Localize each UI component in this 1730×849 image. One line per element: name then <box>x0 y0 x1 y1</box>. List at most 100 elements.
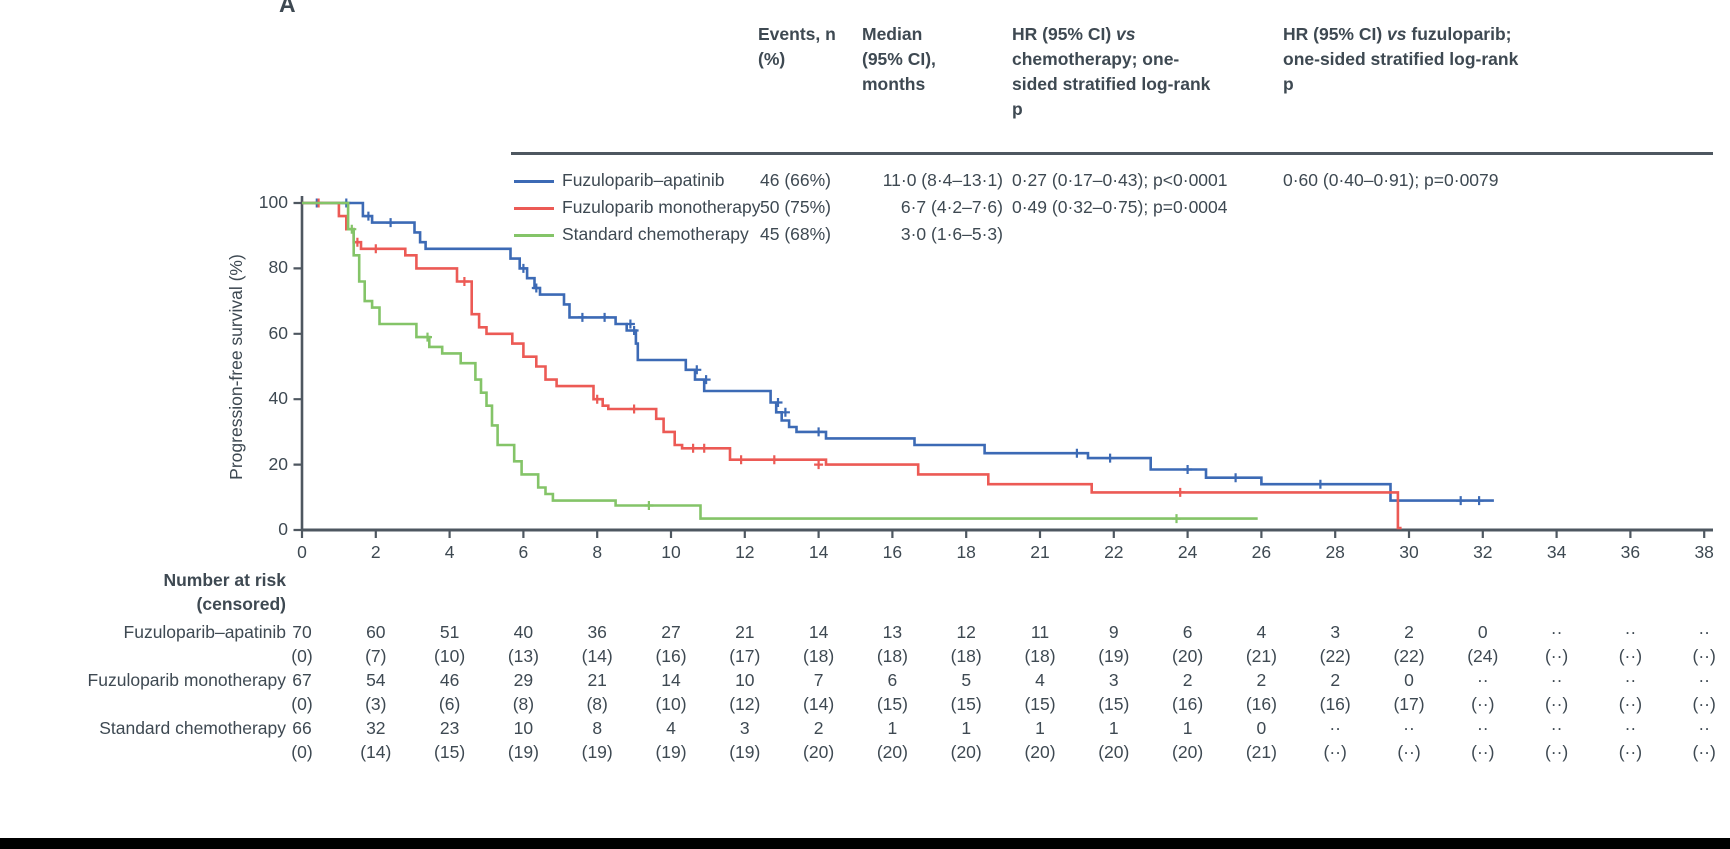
risk-n-cell: 4 <box>1035 670 1045 690</box>
risk-n-cell: 36 <box>587 622 607 642</box>
risk-censored-cell: (19) <box>507 742 539 762</box>
risk-n-cell: 8 <box>592 718 603 738</box>
risk-n-cell: ·· <box>1476 670 1489 690</box>
col-header-events: Events, n (%) <box>758 24 836 69</box>
hr-fuzu-post: fuzuloparib; one-sided stratified log-ra… <box>1283 24 1519 94</box>
hr-fuzu-vs: vs <box>1387 24 1407 44</box>
risk-censored-cell: (22) <box>1319 646 1351 666</box>
bottom-black-bar <box>0 838 1730 849</box>
risk-censored-cell: (18) <box>803 646 835 666</box>
x-tick-label: 38 <box>1694 542 1714 562</box>
risk-n-cell: 2 <box>1330 670 1341 690</box>
censor-marks-green <box>347 224 1181 524</box>
y-axis-label: Progression-free survival (%) <box>226 254 247 480</box>
risk-n-cell: 3 <box>739 718 750 738</box>
legend-line-swatch <box>514 207 554 210</box>
risk-n-cell: 2 <box>813 718 824 738</box>
risk-censored-cell: (14) <box>581 646 613 666</box>
risk-n-cell: 32 <box>366 718 386 738</box>
risk-n-cell: 2 <box>1404 622 1414 642</box>
y-axis-ticks <box>293 201 302 532</box>
x-tick-label: 21 <box>1030 542 1050 562</box>
x-tick-label: 36 <box>1620 542 1641 562</box>
risk-n-cell: 14 <box>661 670 681 690</box>
x-tick-label: 30 <box>1399 542 1419 562</box>
risk-censored-cell: (··) <box>1618 694 1643 714</box>
hr-chemo-post: chemotherapy; one-sided stratified log-r… <box>1012 48 1211 119</box>
risk-censored-cell: (20) <box>1172 742 1204 762</box>
x-tick-label: 10 <box>661 542 681 562</box>
risk-censored-cell: (18) <box>950 646 982 666</box>
x-tick-label: 14 <box>808 542 829 562</box>
risk-censored-cell: (15) <box>950 694 982 714</box>
risk-n-cell: 21 <box>735 622 755 642</box>
col-header-median: Median (95% CI), months <box>862 24 936 94</box>
km-curve-red <box>302 201 1402 530</box>
risk-censored-cell: (12) <box>729 694 761 714</box>
risk-n-cell: ·· <box>1698 718 1711 738</box>
risk-censored-cell: (16) <box>655 646 687 666</box>
risk-censored-cell: (20) <box>803 742 835 762</box>
risk-table-title: Number at risk <box>163 570 286 590</box>
risk-n-cell: 6 <box>1182 622 1193 642</box>
risk-n-cell: 23 <box>439 718 460 738</box>
risk-n-cell: 70 <box>292 622 312 642</box>
legend-series-label: Fuzuloparib monotherapy <box>562 197 761 217</box>
risk-censored-cell: (17) <box>729 646 761 666</box>
risk-censored-cell: (··) <box>1323 742 1347 762</box>
risk-censored-cell: (··) <box>1692 646 1716 666</box>
legend-line-swatch <box>514 234 554 237</box>
risk-n-cell: 12 <box>956 622 976 642</box>
hr-chemo-pre: HR (95% CI) <box>1012 24 1117 44</box>
risk-n-cell: ·· <box>1476 718 1489 738</box>
x-tick-label: 18 <box>956 542 976 562</box>
risk-n-cell: 29 <box>513 670 534 690</box>
risk-n-cell: 51 <box>439 622 460 642</box>
risk-censored-cell: (0) <box>291 694 313 714</box>
y-tick-label: 0 <box>278 519 288 539</box>
risk-censored-cell: (14) <box>360 742 392 762</box>
risk-n-cell: 4 <box>1256 622 1267 642</box>
risk-censored-cell: (0) <box>291 742 313 762</box>
col-header-hr-vs-chemotherapy: HR (95% CI) vs chemotherapy; one-sided s… <box>1012 22 1222 121</box>
risk-censored-cell: (16) <box>1319 694 1351 714</box>
x-tick-label: 12 <box>735 542 755 562</box>
risk-censored-cell: (15) <box>1024 694 1056 714</box>
x-tick-label: 34 <box>1546 542 1567 562</box>
x-tick-label: 16 <box>882 542 903 562</box>
hr-chemo-vs: vs <box>1116 24 1136 44</box>
risk-n-cell: ·· <box>1550 718 1563 738</box>
risk-censored-cell: (19) <box>1098 646 1130 666</box>
y-tick-label: 80 <box>268 257 288 278</box>
legend-median-value: 11·0 (8·4–13·1) <box>882 170 1003 190</box>
legend-series-label: Standard chemotherapy <box>562 224 749 244</box>
legend-row: Fuzuloparib–apatinib 46 (66%) 11·0 (8·4–13… <box>0 170 1730 194</box>
x-tick-label: 28 <box>1325 542 1345 562</box>
risk-censored-cell: (20) <box>876 742 908 762</box>
risk-censored-cell: (19) <box>581 742 613 762</box>
risk-censored-cell: (15) <box>434 742 466 762</box>
risk-censored-cell: (··) <box>1618 646 1643 666</box>
legend-hr-vs-chemo-value: 0·49 (0·32–0·75); p=0·0004 <box>1012 197 1228 217</box>
risk-row-label: Standard chemotherapy <box>99 718 286 738</box>
risk-censored-cell: (18) <box>876 646 908 666</box>
risk-censored-cell: (··) <box>1397 742 1421 762</box>
risk-censored-cell: (··) <box>1544 742 1569 762</box>
risk-censored-cell: (··) <box>1471 742 1495 762</box>
legend-row: Fuzuloparib monotherapy 50 (75%) 6·7 (4·2–… <box>0 197 1730 221</box>
risk-n-cell: 27 <box>661 622 681 642</box>
risk-n-cell: 14 <box>808 622 829 642</box>
risk-censored-cell: (13) <box>507 646 539 666</box>
risk-censored-cell: (7) <box>365 646 387 666</box>
col-header-hr-vs-fuzuloparib: HR (95% CI) vs fuzuloparib; one-sided st… <box>1283 22 1523 97</box>
risk-n-cell: 13 <box>882 622 903 642</box>
risk-censored-cell: (20) <box>1024 742 1056 762</box>
risk-n-cell: 67 <box>292 670 312 690</box>
risk-n-cell: 0 <box>1404 670 1414 690</box>
risk-n-cell: 1 <box>1035 718 1045 738</box>
legend-median-value: 6·7 (4·2–7·6) <box>900 197 1003 217</box>
risk-censored-cell: (··) <box>1618 742 1643 762</box>
risk-n-cell: 6 <box>887 670 898 690</box>
risk-n-cell: 0 <box>1477 622 1488 642</box>
